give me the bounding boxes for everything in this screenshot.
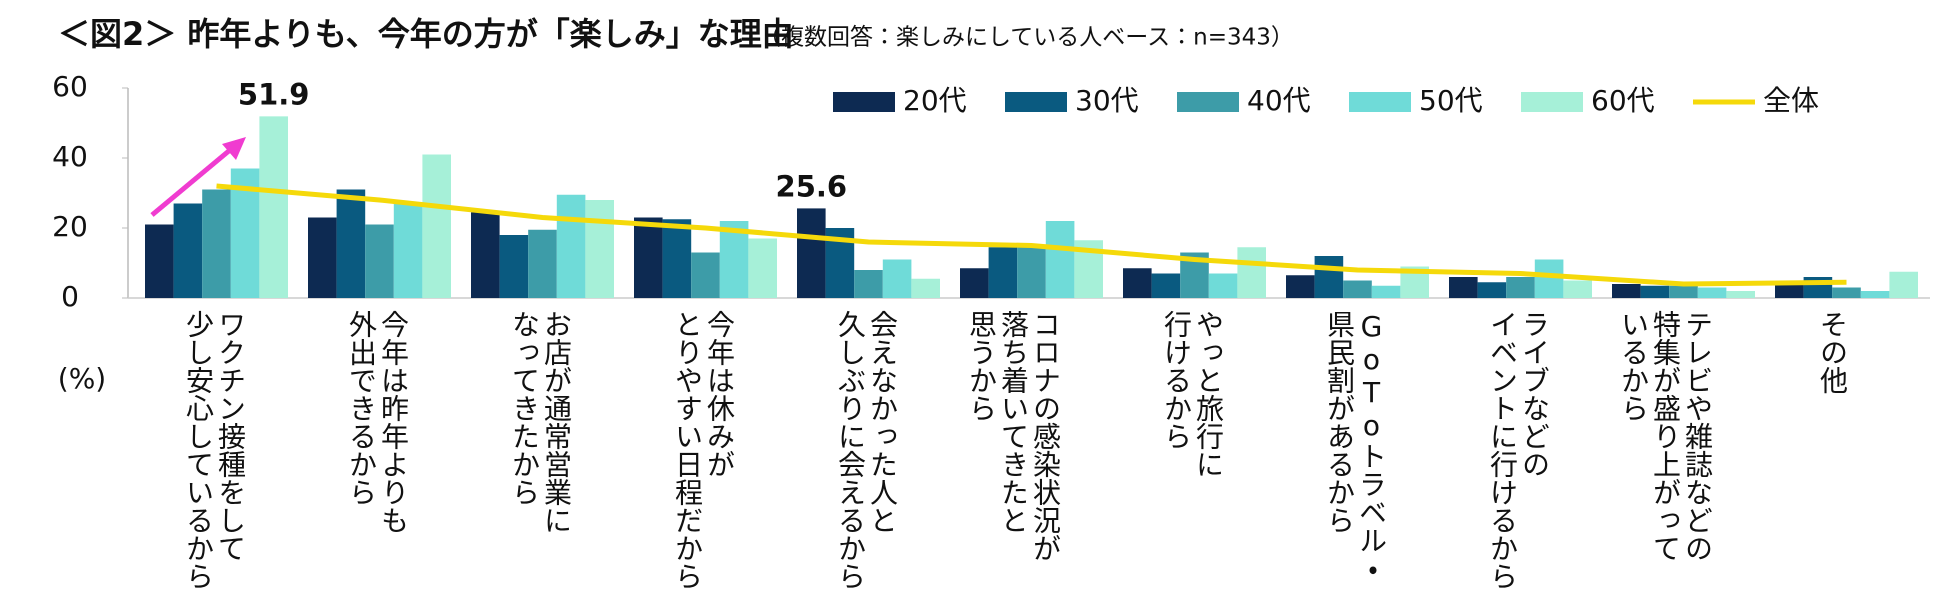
y-tick-label: 40 bbox=[52, 140, 88, 173]
y-axis-label: (%) bbox=[58, 362, 106, 395]
bar bbox=[882, 259, 912, 298]
x-tick-label: GoTоトラベル・ bbox=[1355, 310, 1388, 582]
bar bbox=[1237, 247, 1266, 298]
bar bbox=[1477, 282, 1507, 298]
x-tick-label: 久しぶりに会えるから bbox=[834, 310, 867, 590]
bar bbox=[1640, 285, 1670, 298]
bar bbox=[1208, 273, 1238, 298]
y-tick-label: 20 bbox=[52, 210, 88, 243]
bar bbox=[145, 224, 174, 298]
legend-label: 50代 bbox=[1419, 84, 1483, 117]
x-tick-label: 落ち着いてきたと bbox=[997, 310, 1030, 534]
value-label: 51.9 bbox=[238, 77, 310, 111]
bar bbox=[748, 238, 777, 298]
x-tick-label: なってきたから bbox=[508, 310, 541, 506]
bar bbox=[634, 217, 663, 298]
x-tick-label: 県民割があるから bbox=[1323, 310, 1356, 534]
bar bbox=[911, 278, 940, 298]
bar bbox=[308, 217, 337, 298]
arrow-head bbox=[222, 137, 246, 160]
x-tick-label: やっと旅行に bbox=[1192, 310, 1225, 478]
bar bbox=[1563, 280, 1592, 298]
bar bbox=[471, 212, 500, 298]
bar bbox=[691, 252, 720, 298]
x-tick-label: イベントに行けるから bbox=[1486, 310, 1519, 590]
arrow bbox=[150, 143, 238, 217]
bar bbox=[854, 270, 883, 298]
bar bbox=[393, 203, 423, 298]
value-label: 25.6 bbox=[776, 169, 848, 203]
x-tick-label: 今年は昨年よりも bbox=[377, 310, 410, 534]
legend-swatch bbox=[833, 92, 895, 112]
legend-swatch bbox=[1521, 92, 1583, 112]
bar bbox=[336, 189, 366, 298]
bar bbox=[1832, 287, 1861, 298]
bar bbox=[1775, 284, 1804, 298]
bar bbox=[1697, 287, 1727, 298]
bar bbox=[988, 247, 1018, 298]
bar bbox=[365, 224, 394, 298]
legend-label: 30代 bbox=[1075, 84, 1139, 117]
y-tick-label: 0 bbox=[61, 280, 79, 313]
bar bbox=[1343, 280, 1372, 298]
x-tick-label: コロナの感染状況が bbox=[1029, 310, 1062, 562]
x-tick-label: その他 bbox=[1816, 310, 1849, 394]
bar bbox=[528, 229, 557, 298]
chart-subtitle: （複数回答：楽しみにしている人ベース：n=343） bbox=[758, 25, 1294, 51]
x-tick-label: テレビや雑誌などの bbox=[1681, 310, 1714, 562]
bar bbox=[1726, 291, 1755, 298]
x-tick-label: 外出できるから bbox=[345, 310, 378, 506]
bar bbox=[1612, 284, 1641, 298]
legend-label: 20代 bbox=[903, 84, 967, 117]
legend-label: 全体 bbox=[1763, 84, 1819, 117]
bar bbox=[1449, 277, 1478, 298]
bar bbox=[499, 235, 529, 298]
y-tick-label: 60 bbox=[52, 70, 88, 103]
bar bbox=[797, 208, 826, 298]
bar bbox=[1534, 259, 1564, 298]
x-tick-label: 少し安心しているから bbox=[182, 310, 215, 590]
bar bbox=[1314, 256, 1344, 298]
legend-label: 40代 bbox=[1247, 84, 1311, 117]
legend-swatch bbox=[1005, 92, 1067, 112]
bar bbox=[719, 221, 749, 298]
bar bbox=[1123, 268, 1152, 298]
bar bbox=[202, 189, 231, 298]
x-tick-label: ライブなどの bbox=[1518, 310, 1551, 478]
bar bbox=[1045, 221, 1075, 298]
bar bbox=[556, 194, 586, 298]
x-tick-label: 行けるから bbox=[1160, 310, 1193, 450]
bar bbox=[1017, 247, 1046, 298]
bar bbox=[1506, 277, 1535, 298]
legend-label: 60代 bbox=[1591, 84, 1655, 117]
legend-swatch bbox=[1177, 92, 1239, 112]
x-tick-label: 会えなかった人と bbox=[866, 310, 899, 534]
x-tick-label: 思うから bbox=[965, 310, 998, 422]
x-tick-label: 特集が盛り上がって bbox=[1649, 310, 1682, 562]
chart-title: ＜図2＞ 昨年よりも、今年の方が「楽しみ」な理由 bbox=[58, 15, 794, 53]
bar bbox=[422, 154, 451, 298]
x-tick-label: 今年は休みが bbox=[703, 310, 736, 478]
line bbox=[216, 183, 1847, 287]
bar bbox=[960, 268, 989, 298]
bar bbox=[1860, 291, 1890, 298]
bar bbox=[1151, 273, 1181, 298]
bar bbox=[662, 219, 692, 298]
x-tick-label: お店が通常営業に bbox=[540, 310, 573, 534]
x-tick-label: とりやすい日程だから bbox=[671, 310, 704, 590]
x-tick-label: いるから bbox=[1617, 310, 1650, 422]
bar bbox=[1371, 285, 1401, 298]
legend-swatch bbox=[1349, 92, 1411, 112]
bar bbox=[1286, 275, 1315, 298]
bar bbox=[585, 200, 614, 298]
x-tick-label: ワクチン接種をして bbox=[214, 310, 247, 562]
bar bbox=[173, 203, 203, 298]
bar bbox=[1669, 285, 1698, 298]
bar bbox=[259, 116, 288, 298]
bar bbox=[1889, 271, 1918, 298]
